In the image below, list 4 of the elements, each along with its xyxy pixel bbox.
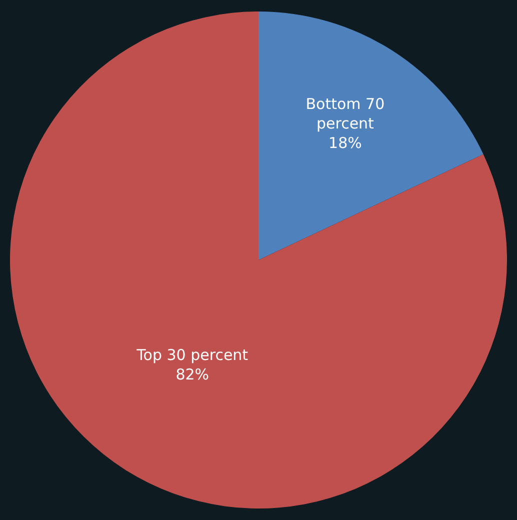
slice-label: Bottom 70 percent [306, 94, 385, 132]
data-label: 82% [176, 366, 210, 384]
slice-label: Top 30 percent [136, 346, 248, 364]
data-label: 18% [328, 134, 362, 152]
